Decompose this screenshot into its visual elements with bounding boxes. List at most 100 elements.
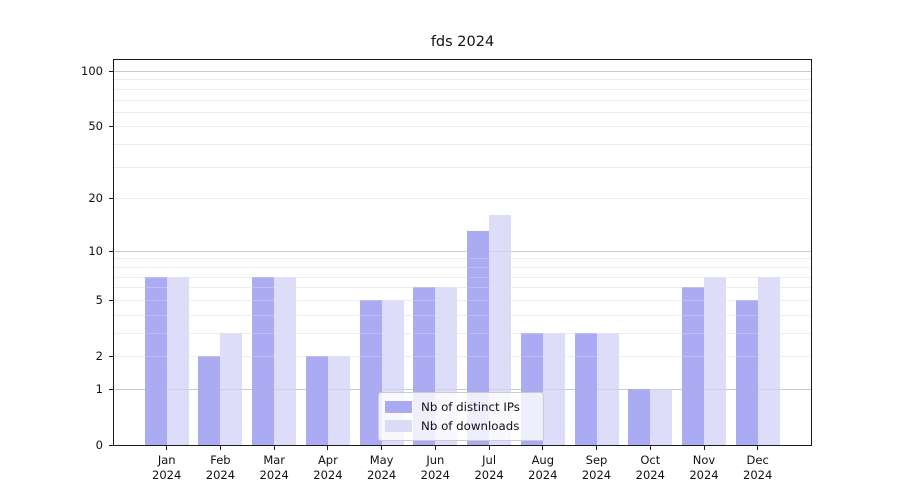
minor-gridline <box>114 258 811 260</box>
x-tick-mark <box>219 446 221 450</box>
major-gridline <box>114 250 811 252</box>
bar-jan-ips <box>144 276 167 445</box>
minor-gridline <box>114 314 811 316</box>
x-tick-label-sep: Sep 2024 <box>581 453 612 482</box>
y-tick-mark <box>109 299 113 301</box>
bar-aug-downloads <box>542 332 565 445</box>
y-tick-mark <box>109 126 113 128</box>
x-tick-mark <box>327 446 329 450</box>
x-tick-mark <box>757 446 759 450</box>
y-tick-label: 20 <box>88 191 103 206</box>
legend-entry-downloads: Nb of downloads <box>385 417 535 434</box>
x-tick-label-jun: Jun 2024 <box>420 453 450 482</box>
minor-gridline <box>114 99 811 101</box>
bar-sep-downloads <box>596 332 619 445</box>
y-tick-label: 50 <box>88 119 103 134</box>
major-gridline <box>114 71 811 72</box>
minor-gridline <box>114 88 811 90</box>
x-tick-mark <box>488 446 490 450</box>
y-tick-label: 5 <box>95 292 103 307</box>
minor-gridline <box>114 266 811 268</box>
bar-nov-ips <box>682 287 704 445</box>
bar-apr-ips <box>305 356 328 445</box>
y-tick-label: 2 <box>95 349 103 363</box>
bar-jul-downloads <box>489 215 512 445</box>
minor-gridline <box>114 111 811 113</box>
minor-gridline <box>114 356 811 357</box>
bar-apr-downloads <box>327 356 350 445</box>
x-tick-label-oct: Oct 2024 <box>635 453 665 482</box>
bar-dec-downloads <box>757 276 780 445</box>
x-tick-mark <box>542 446 544 450</box>
minor-gridline <box>114 166 811 168</box>
bar-nov-downloads <box>704 276 726 445</box>
x-tick-label-mar: Mar 2024 <box>259 453 289 482</box>
x-tick-mark <box>434 446 436 450</box>
x-tick-mark <box>649 446 651 450</box>
major-gridline <box>114 388 811 390</box>
minor-gridline <box>114 332 811 334</box>
minor-gridline <box>114 99 811 101</box>
minor-gridline <box>114 287 811 289</box>
minor-gridline <box>114 198 811 200</box>
bar-jan-downloads <box>166 276 189 445</box>
minor-gridline <box>114 299 811 301</box>
bar-dec-ips <box>735 299 758 445</box>
legend-label: Nb of downloads <box>421 418 520 433</box>
x-tick-mark <box>703 446 705 450</box>
minor-gridline <box>114 287 811 289</box>
bar-mar-ips <box>252 276 275 445</box>
y-tick-mark <box>109 250 113 252</box>
minor-gridline <box>114 79 811 81</box>
y-tick-mark <box>109 388 113 390</box>
x-tick-label-jul: Jul 2024 <box>474 453 504 482</box>
bar-feb-downloads <box>220 332 243 445</box>
x-tick-mark <box>166 446 168 450</box>
x-tick-label-may: May 2024 <box>366 453 397 482</box>
gridlines-overlay-layer <box>114 60 811 445</box>
minor-gridline <box>114 166 811 168</box>
legend-label: Nb of distinct IPs <box>421 399 520 414</box>
bar-oct-downloads <box>650 388 673 445</box>
major-gridline <box>114 250 811 252</box>
x-tick-label-jan: Jan 2024 <box>152 453 182 482</box>
x-tick-mark <box>381 446 383 450</box>
x-tick-label-dec: Dec 2024 <box>743 453 773 482</box>
major-gridline <box>114 388 811 390</box>
bar-feb-ips <box>198 356 221 445</box>
x-tick-label-aug: Aug 2024 <box>528 453 558 482</box>
minor-gridline <box>114 126 811 128</box>
x-tick-label-feb: Feb 2024 <box>205 453 236 482</box>
legend-entry-distinct-ips: Nb of distinct IPs <box>385 398 535 415</box>
x-tick-mark <box>273 446 275 450</box>
y-tick-mark <box>109 198 113 200</box>
chart-title: fds 2024 <box>430 34 495 50</box>
y-tick-label: 10 <box>88 243 103 258</box>
minor-gridline <box>114 299 811 301</box>
minor-gridline <box>114 198 811 200</box>
minor-gridline <box>114 332 811 334</box>
y-tick-mark <box>109 445 113 446</box>
major-gridline <box>114 71 811 72</box>
plot-area <box>113 59 812 446</box>
bar-may-ips <box>359 299 382 445</box>
minor-gridline <box>114 88 811 90</box>
y-tick-mark <box>109 71 113 72</box>
minor-gridline <box>114 314 811 316</box>
x-tick-label-nov: Nov 2024 <box>689 453 719 482</box>
y-tick-label: 100 <box>81 64 103 78</box>
minor-gridline <box>114 111 811 113</box>
minor-gridline <box>114 144 811 146</box>
legend-swatch <box>385 419 412 432</box>
minor-gridline <box>114 79 811 81</box>
minor-gridline <box>114 276 811 278</box>
minor-gridline <box>114 266 811 268</box>
legend: Nb of distinct IPs Nb of downloads <box>378 392 544 441</box>
gridlines-layer <box>114 60 811 445</box>
bar-jul-ips <box>467 231 490 445</box>
legend-swatch <box>385 400 412 413</box>
minor-gridline <box>114 276 811 278</box>
y-tick-label: 1 <box>95 381 103 396</box>
x-tick-mark <box>596 446 597 450</box>
